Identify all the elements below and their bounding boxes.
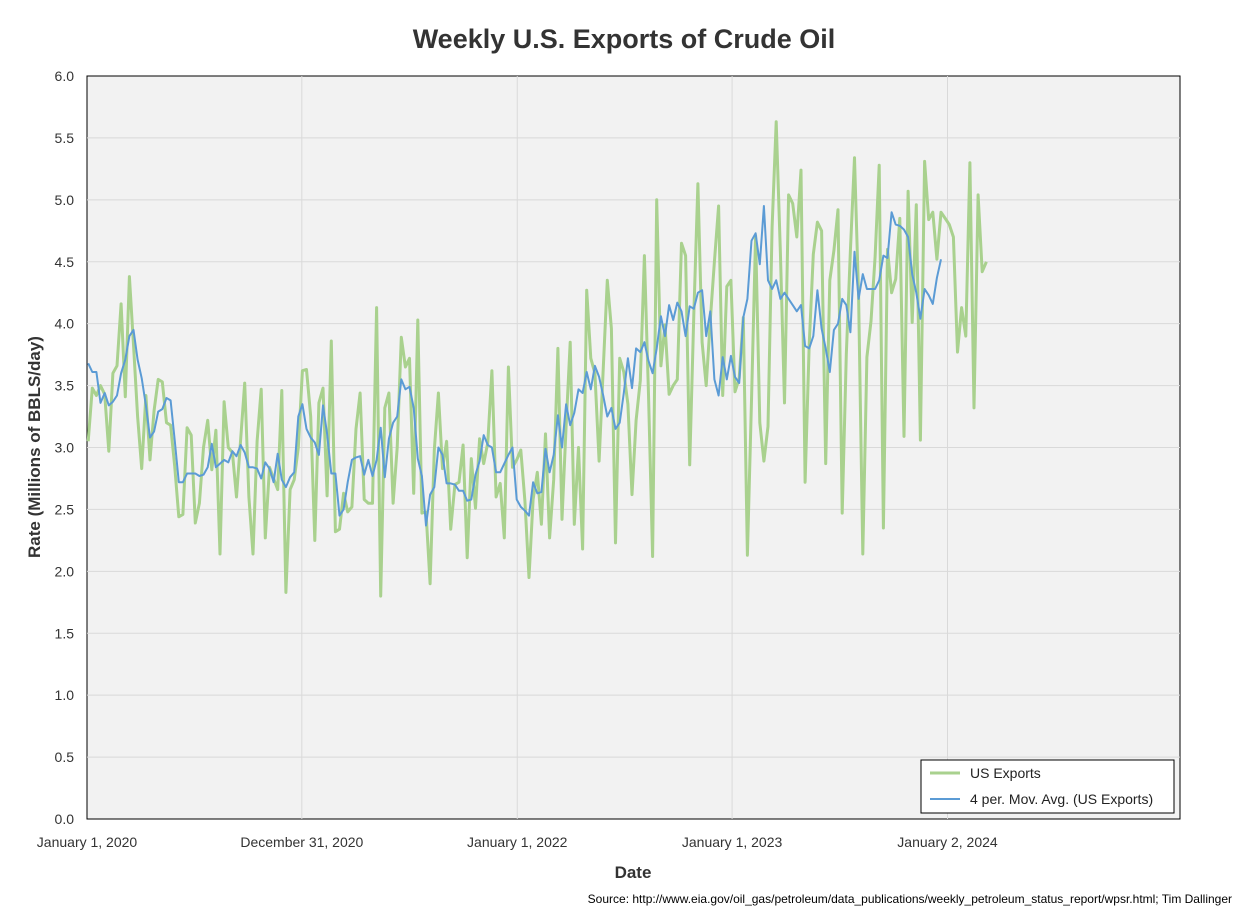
y-tick-label: 4.0 [55,316,75,332]
y-tick-label: 0.5 [55,749,75,765]
chart-title: Weekly U.S. Exports of Crude Oil [413,24,836,54]
x-tick-label: January 1, 2022 [467,834,568,850]
x-tick-label: January 1, 2020 [37,834,138,850]
y-tick-label: 3.5 [55,378,75,394]
x-tick-label: January 2, 2024 [897,834,998,850]
x-tick-label: December 31, 2020 [240,834,363,850]
y-axis-title: Rate (Millions of BBLS/day) [25,336,44,558]
y-tick-label: 1.0 [55,687,75,703]
y-tick-label: 6.0 [55,68,75,84]
legend-label-moving-average: 4 per. Mov. Avg. (US Exports) [970,791,1153,807]
y-gridlines [87,137,1180,758]
y-tick-label: 5.0 [55,192,75,208]
x-tick-label: January 1, 2023 [682,834,783,850]
series-group [86,120,988,598]
y-tick-label: 0.0 [55,811,75,827]
series-line-moving-average [87,205,942,527]
x-gridlines [301,76,949,819]
x-axis-ticks: January 1, 2020 December 31, 2020 January … [37,834,998,850]
y-tick-label: 4.5 [55,254,75,270]
y-axis-ticks: 0.0 0.5 1.0 1.5 2.0 2.5 3.0 3.5 4.0 4.5 5.0 5.5 6.0 [55,68,75,827]
y-tick-label: 2.5 [55,501,75,517]
series-line-us-exports [86,120,988,598]
legend: US Exports 4 per. Mov. Avg. (US Exports) [920,759,1175,814]
y-tick-label: 3.0 [55,440,75,456]
source-note: Source: http://www.eia.gov/oil_gas/petro… [588,892,1232,906]
y-tick-label: 1.5 [55,625,75,641]
y-tick-label: 2.0 [55,563,75,579]
x-axis-title: Date [615,863,652,882]
y-tick-label: 5.5 [55,130,75,146]
legend-box [920,759,1175,814]
legend-label-us-exports: US Exports [970,765,1041,781]
